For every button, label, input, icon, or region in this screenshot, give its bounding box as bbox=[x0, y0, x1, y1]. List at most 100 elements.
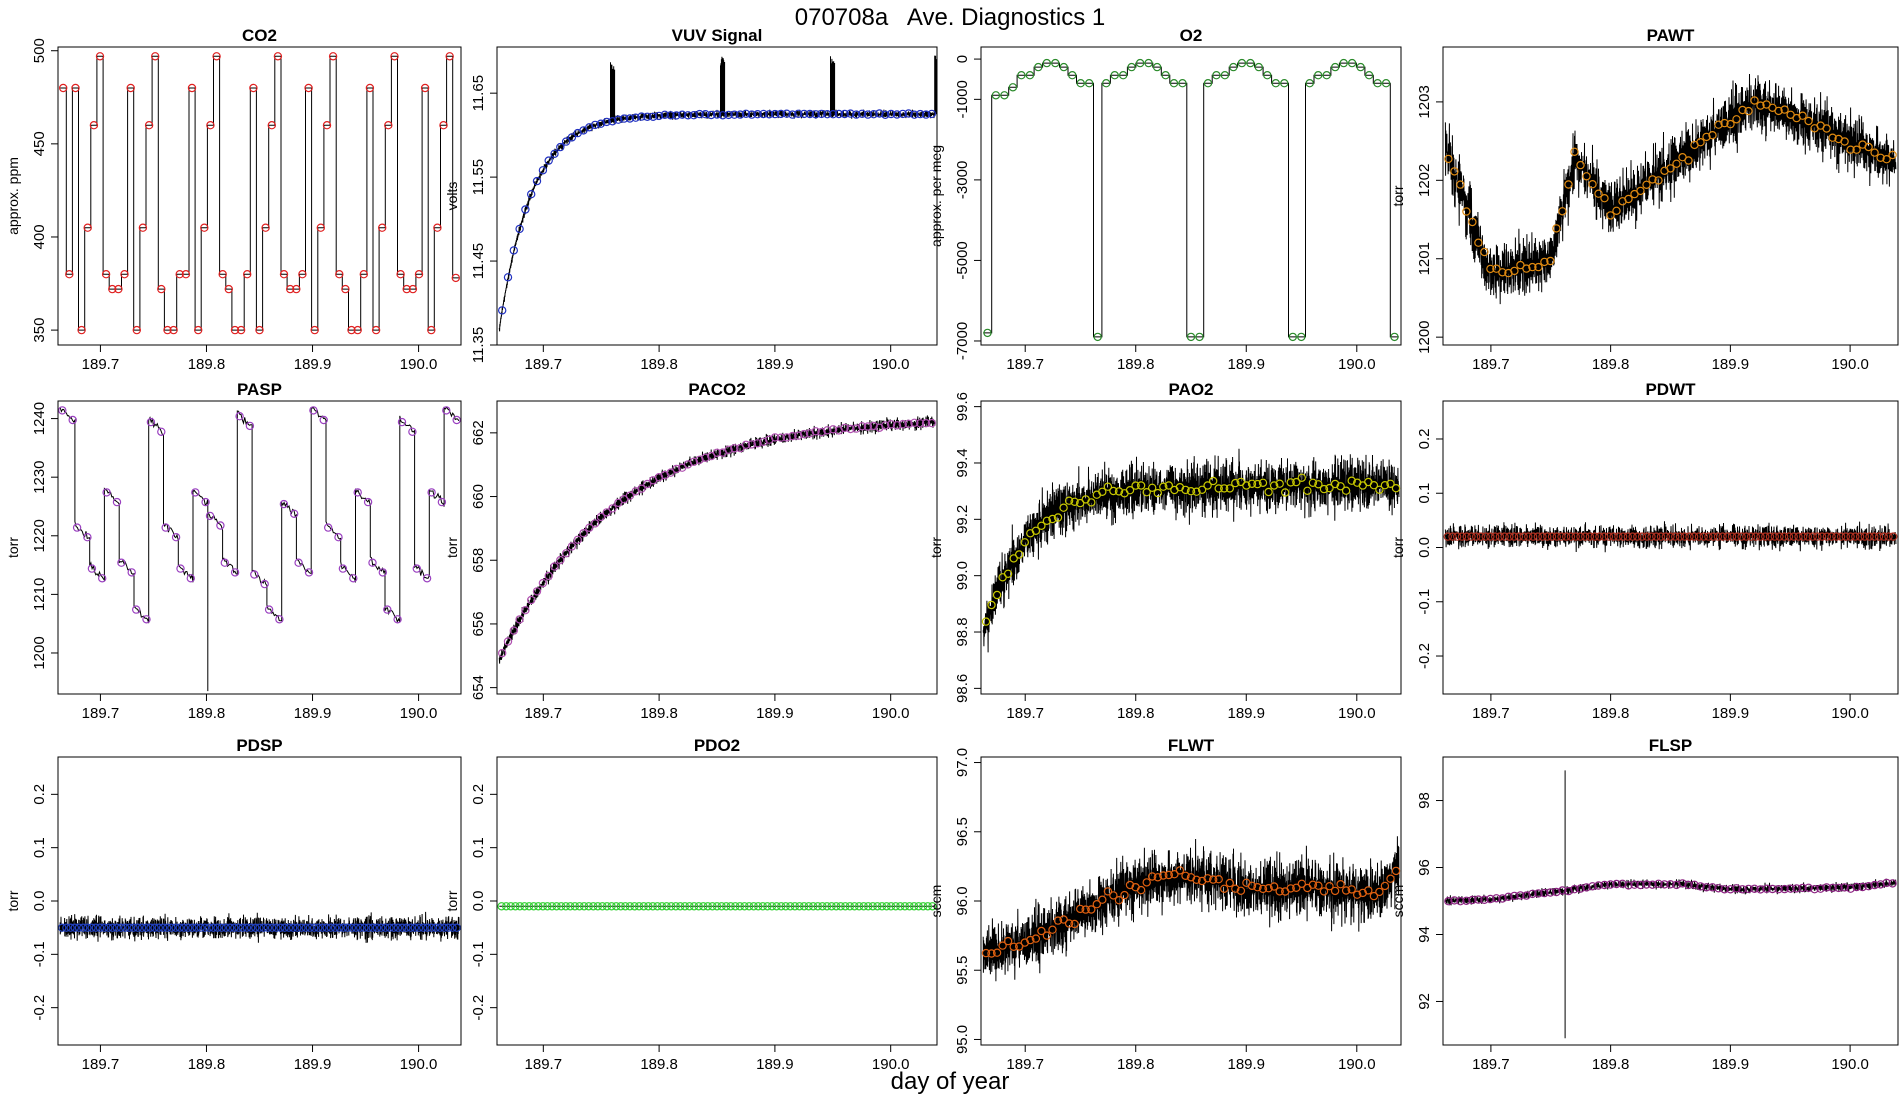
data-point bbox=[502, 902, 511, 911]
data-point bbox=[1630, 880, 1639, 889]
data-point bbox=[1087, 498, 1096, 507]
data-point bbox=[805, 109, 815, 119]
data-point bbox=[309, 923, 319, 932]
data-point bbox=[1034, 62, 1043, 72]
y-tick-label: 98.8 bbox=[954, 617, 971, 646]
x-tick-label: 189.8 bbox=[1592, 705, 1630, 722]
data-point bbox=[981, 617, 991, 626]
data-point bbox=[144, 120, 154, 130]
data-point bbox=[521, 606, 530, 615]
chart-title: PDWT bbox=[1645, 380, 1696, 399]
data-point bbox=[515, 902, 525, 911]
data-point bbox=[62, 923, 71, 932]
data-point bbox=[859, 902, 868, 911]
data-point bbox=[217, 923, 226, 932]
data-point bbox=[1253, 883, 1262, 892]
data-point bbox=[648, 902, 658, 911]
data-point bbox=[689, 110, 699, 120]
series-line bbox=[59, 406, 460, 692]
data-point bbox=[1263, 70, 1272, 80]
data-point bbox=[1031, 934, 1041, 943]
data-point bbox=[1864, 882, 1873, 891]
data-point bbox=[1208, 875, 1218, 884]
data-point bbox=[799, 109, 809, 119]
data-point bbox=[1708, 532, 1718, 541]
data-point bbox=[753, 109, 762, 119]
chart-paco2: PACO2 torr 189.7 189.8 189.9 190.0 654 656 658 66… bbox=[444, 380, 938, 722]
data-point bbox=[1037, 521, 1046, 531]
x-tick-label: 189.8 bbox=[640, 1056, 678, 1073]
y-axis-label: approx. ppm bbox=[5, 157, 21, 235]
data-point bbox=[1594, 881, 1603, 890]
data-point bbox=[1737, 532, 1746, 541]
data-point bbox=[730, 444, 739, 453]
data-point bbox=[157, 427, 166, 436]
data-point bbox=[1564, 886, 1573, 896]
data-point bbox=[1761, 532, 1770, 541]
data-point bbox=[712, 110, 722, 119]
data-point bbox=[822, 902, 832, 911]
data-point bbox=[543, 902, 552, 911]
data-point bbox=[406, 923, 415, 932]
data-point bbox=[1540, 257, 1549, 267]
data-point bbox=[1147, 483, 1157, 492]
data-point bbox=[1280, 488, 1290, 497]
data-point bbox=[744, 902, 754, 911]
data-point bbox=[338, 564, 348, 573]
data-point bbox=[1110, 70, 1119, 80]
x-tick-label: 189.7 bbox=[1472, 705, 1510, 722]
data-point bbox=[869, 109, 878, 119]
x-tick-label: 190.0 bbox=[1338, 356, 1376, 373]
data-point bbox=[1059, 503, 1068, 512]
data-point bbox=[1003, 569, 1013, 579]
data-point bbox=[1186, 873, 1196, 882]
data-point bbox=[1870, 880, 1879, 890]
data-point bbox=[1098, 487, 1107, 496]
data-point bbox=[1840, 137, 1849, 146]
x-tick-label: 190.0 bbox=[1338, 705, 1376, 722]
data-point bbox=[87, 923, 96, 932]
y-tick-label: 99.4 bbox=[954, 448, 971, 477]
data-point bbox=[869, 421, 878, 431]
data-point bbox=[1444, 897, 1453, 906]
data-point bbox=[1509, 532, 1519, 541]
data-point bbox=[758, 902, 768, 911]
data-point bbox=[125, 923, 134, 932]
data-point bbox=[1552, 887, 1561, 897]
data-point bbox=[1614, 532, 1623, 541]
data-point bbox=[1660, 880, 1669, 889]
data-point bbox=[162, 923, 172, 932]
data-point bbox=[619, 114, 629, 123]
data-point bbox=[440, 923, 449, 932]
data-point bbox=[1680, 532, 1689, 541]
x-tick-label: 190.0 bbox=[872, 705, 910, 722]
data-point bbox=[498, 306, 507, 315]
data-point bbox=[1670, 532, 1680, 541]
chart-title: O2 bbox=[1180, 26, 1203, 45]
data-point bbox=[759, 437, 768, 446]
data-point bbox=[129, 923, 138, 932]
data-point bbox=[221, 923, 231, 932]
data-point bbox=[1048, 925, 1057, 934]
data-point bbox=[445, 52, 454, 61]
chart-pdo2: PDO2 torr 189.7 189.8 189.9 190.0 -0.2 -0.1 0.0 0… bbox=[444, 736, 938, 1073]
data-point bbox=[1456, 897, 1465, 906]
data-point bbox=[904, 419, 913, 428]
data-point bbox=[1297, 332, 1306, 342]
data-point bbox=[863, 422, 873, 431]
data-point bbox=[427, 923, 436, 932]
data-point bbox=[846, 424, 855, 434]
data-point bbox=[1144, 58, 1153, 68]
data-point bbox=[1876, 880, 1885, 889]
data-point bbox=[788, 431, 797, 441]
data-point bbox=[1070, 497, 1079, 506]
data-point bbox=[590, 519, 600, 528]
data-point bbox=[1474, 895, 1483, 904]
data-point bbox=[1031, 526, 1041, 536]
data-point bbox=[886, 420, 896, 429]
data-point bbox=[685, 902, 694, 911]
data-point bbox=[1720, 118, 1729, 128]
data-point bbox=[1136, 481, 1146, 490]
data-point bbox=[1558, 886, 1567, 895]
y-tick-label: 11.45 bbox=[470, 243, 487, 279]
